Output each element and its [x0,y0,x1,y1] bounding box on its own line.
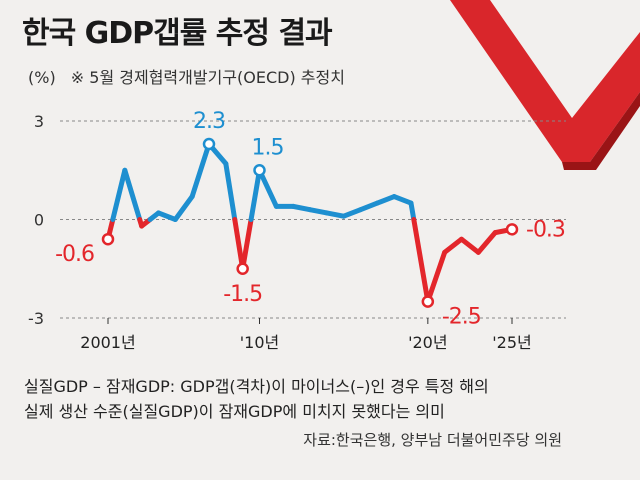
data-label: -1.5 [223,282,262,307]
series-segment [459,236,481,255]
series-segment [257,167,279,209]
x-tick-label: '20년 [408,333,447,352]
series-segment [248,167,262,222]
series-segment [240,217,254,272]
source-note: ※ 5월 경제협력개발기구(OECD) 추정치 [70,68,345,87]
series-segment [223,161,238,222]
footer-explanation: 실질GDP – 잠재GDP: GDP갭(격차)이 마이너스(–)인 경우 특정 … [24,374,624,424]
data-label: -0.6 [55,242,94,267]
data-point-marker [236,262,249,275]
data-point-marker [421,295,435,308]
data-label: -2.5 [442,305,481,330]
series-segment [442,236,464,255]
y-tick-label: 0 [34,211,44,230]
series-segment [232,217,246,272]
y-tick-label: -3 [28,309,44,328]
series-segment [290,203,313,213]
footer-line-1: 실질GDP – 잠재GDP: GDP갭(격차)이 마이너스(–)인 경우 특정 … [24,377,489,396]
series-segment [189,141,212,200]
data-point-marker [253,164,266,177]
y-tick-label: 3 [34,112,44,131]
checkmark-decoration [450,0,640,170]
data-label: 2.3 [193,109,225,134]
series-segment [408,200,417,222]
data-label: 1.5 [252,135,284,160]
series-segment [391,194,414,206]
series-segment [411,217,431,305]
page-title: 한국 GDP갭률 추정 결과 [22,16,333,51]
series-segment [425,249,448,305]
series-segment [475,230,498,255]
x-tick-label: 2001년 [80,333,135,352]
series-segment [307,207,330,216]
chart-subtitle: (%) ※ 5월 경제협력개발기구(OECD) 추정치 [28,64,345,88]
series-segment [172,194,195,222]
series-segment [358,200,380,213]
series-segment [156,210,178,222]
series-segment [341,207,363,219]
series-segment [122,167,143,222]
data-point-marker [505,223,519,236]
x-tick-label: '10년 [240,333,279,352]
data-point-marker [101,232,115,246]
gdp-gap-chart: 3 0 -3 2001년 '10년 '20년 '25년 -0.6 2.3 -1.5 1.5 -2.5 -… [28,109,566,352]
data-point-marker [202,137,216,151]
data-label: -0.3 [526,217,565,242]
series-segment [324,210,347,219]
x-tick-label: '25년 [492,333,531,352]
source-credit: 자료:한국은행, 양부남 더불어민주당 의원 [303,431,562,449]
footer-line-2: 실제 생산 수준(실질GDP)이 잠재GDP에 미치지 못했다는 의미 [24,402,445,421]
series-segment [374,194,397,206]
series-segment [110,167,128,222]
unit-label: (%) [28,68,56,87]
